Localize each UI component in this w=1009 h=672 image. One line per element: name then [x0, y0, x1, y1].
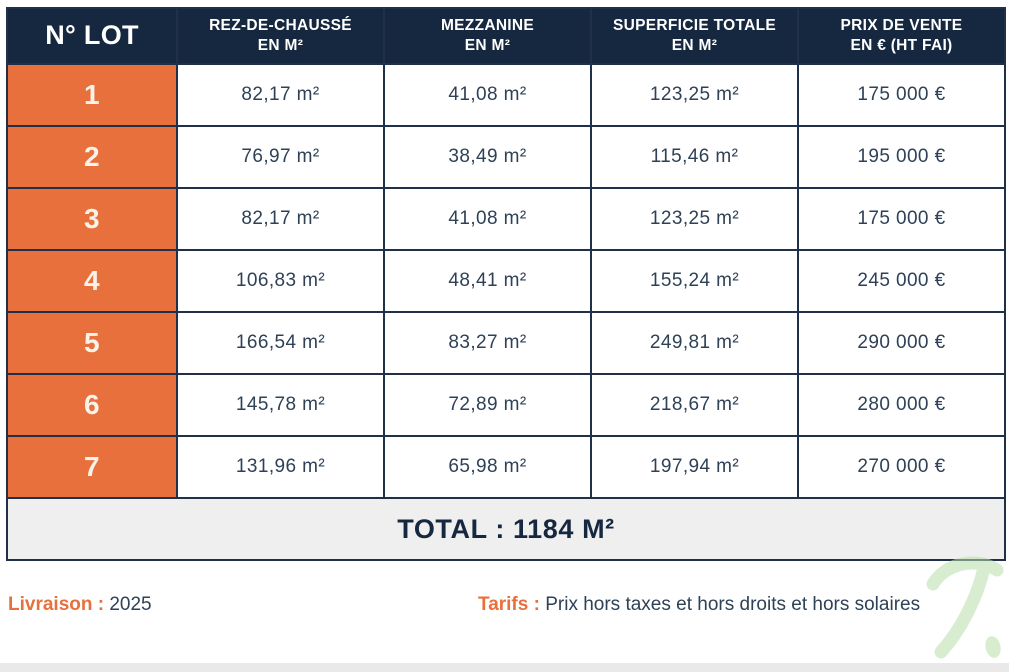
superficie-cell: 115,46 m²: [590, 125, 799, 189]
superficie-cell: 197,94 m²: [590, 435, 799, 499]
lot-number-cell: 4: [6, 249, 178, 313]
rdc-cell: 76,97 m²: [176, 125, 385, 189]
bottom-strip: [0, 663, 1009, 672]
prix-cell: 270 000 €: [797, 435, 1006, 499]
superficie-cell: 123,25 m²: [590, 63, 799, 127]
livraison-value: 2025: [109, 594, 152, 615]
lot-number-cell: 3: [6, 187, 178, 251]
superficie-cell: 249,81 m²: [590, 311, 799, 375]
prix-cell: 245 000 €: [797, 249, 1006, 313]
livraison-note: Livraison : 2025: [8, 594, 152, 616]
lot-number-cell: 1: [6, 63, 178, 127]
header-superficie-sub: EN M²: [671, 37, 718, 54]
lot-number-cell: 2: [6, 125, 178, 189]
lot-number-cell: 7: [6, 435, 178, 499]
mezzanine-cell: 41,08 m²: [383, 187, 592, 251]
header-mezzanine: MEZZANINE EN M²: [383, 7, 592, 65]
mezzanine-cell: 41,08 m²: [383, 63, 592, 127]
mezzanine-cell: 65,98 m²: [383, 435, 592, 499]
table-row: 3 82,17 m² 41,08 m² 123,25 m² 175 000 €: [6, 187, 1006, 251]
tarifs-value: Prix hors taxes et hors droits et hors s…: [545, 594, 921, 615]
header-prix-label: PRIX DE VENTE: [840, 16, 963, 34]
lots-price-table: N° LOT REZ-DE-CHAUSSÉ EN M² MEZZANINE EN…: [6, 7, 1006, 561]
table-row: 6 145,78 m² 72,89 m² 218,67 m² 280 000 €: [6, 373, 1006, 437]
prix-cell: 280 000 €: [797, 373, 1006, 437]
tarifs-label: Tarifs :: [478, 594, 540, 615]
mezzanine-cell: 83,27 m²: [383, 311, 592, 375]
header-rdc-sub: EN M²: [257, 37, 304, 54]
lot-number-cell: 5: [6, 311, 178, 375]
header-superficie: SUPERFICIE TOTALE EN M²: [590, 7, 799, 65]
header-row: N° LOT REZ-DE-CHAUSSÉ EN M² MEZZANINE EN…: [6, 7, 1006, 65]
table-row: 4 106,83 m² 48,41 m² 155,24 m² 245 000 €: [6, 249, 1006, 313]
header-rdc: REZ-DE-CHAUSSÉ EN M²: [176, 7, 385, 65]
superficie-cell: 155,24 m²: [590, 249, 799, 313]
rdc-cell: 131,96 m²: [176, 435, 385, 499]
table-body: 1 82,17 m² 41,08 m² 123,25 m² 175 000 € …: [6, 63, 1006, 499]
rdc-cell: 166,54 m²: [176, 311, 385, 375]
table-footer: TOTAL : 1184 M²: [6, 497, 1006, 561]
footer-notes: Livraison : 2025 Tarifs : Prix hors taxe…: [0, 594, 1009, 620]
header-rdc-label: REZ-DE-CHAUSSÉ: [209, 16, 352, 34]
total-cell: TOTAL : 1184 M²: [6, 497, 1006, 561]
header-prix: PRIX DE VENTE EN € (HT FAI): [797, 7, 1006, 65]
superficie-cell: 123,25 m²: [590, 187, 799, 251]
tarifs-note: Tarifs : Prix hors taxes et hors droits …: [478, 594, 920, 616]
header-superficie-label: SUPERFICIE TOTALE: [613, 16, 776, 34]
prix-cell: 195 000 €: [797, 125, 1006, 189]
livraison-label: Livraison :: [8, 594, 105, 615]
prix-cell: 175 000 €: [797, 187, 1006, 251]
header-lot-label: N° LOT: [45, 20, 139, 51]
header-mezzanine-sub: EN M²: [464, 37, 511, 54]
table-row: 5 166,54 m² 83,27 m² 249,81 m² 290 000 €: [6, 311, 1006, 375]
table-row: 2 76,97 m² 38,49 m² 115,46 m² 195 000 €: [6, 125, 1006, 189]
mezzanine-cell: 72,89 m²: [383, 373, 592, 437]
rdc-cell: 145,78 m²: [176, 373, 385, 437]
header-lot: N° LOT: [6, 7, 178, 65]
rdc-cell: 82,17 m²: [176, 187, 385, 251]
rdc-cell: 106,83 m²: [176, 249, 385, 313]
rdc-cell: 82,17 m²: [176, 63, 385, 127]
table-row: 1 82,17 m² 41,08 m² 123,25 m² 175 000 €: [6, 63, 1006, 127]
prix-cell: 175 000 €: [797, 63, 1006, 127]
superficie-cell: 218,67 m²: [590, 373, 799, 437]
lot-number-cell: 6: [6, 373, 178, 437]
header-mezzanine-label: MEZZANINE: [440, 16, 535, 34]
table-header: N° LOT REZ-DE-CHAUSSÉ EN M² MEZZANINE EN…: [6, 7, 1006, 65]
prix-cell: 290 000 €: [797, 311, 1006, 375]
mezzanine-cell: 48,41 m²: [383, 249, 592, 313]
table-row: 7 131,96 m² 65,98 m² 197,94 m² 270 000 €: [6, 435, 1006, 499]
mezzanine-cell: 38,49 m²: [383, 125, 592, 189]
total-row: TOTAL : 1184 M²: [6, 497, 1006, 561]
header-prix-sub: EN € (HT FAI): [850, 37, 953, 54]
